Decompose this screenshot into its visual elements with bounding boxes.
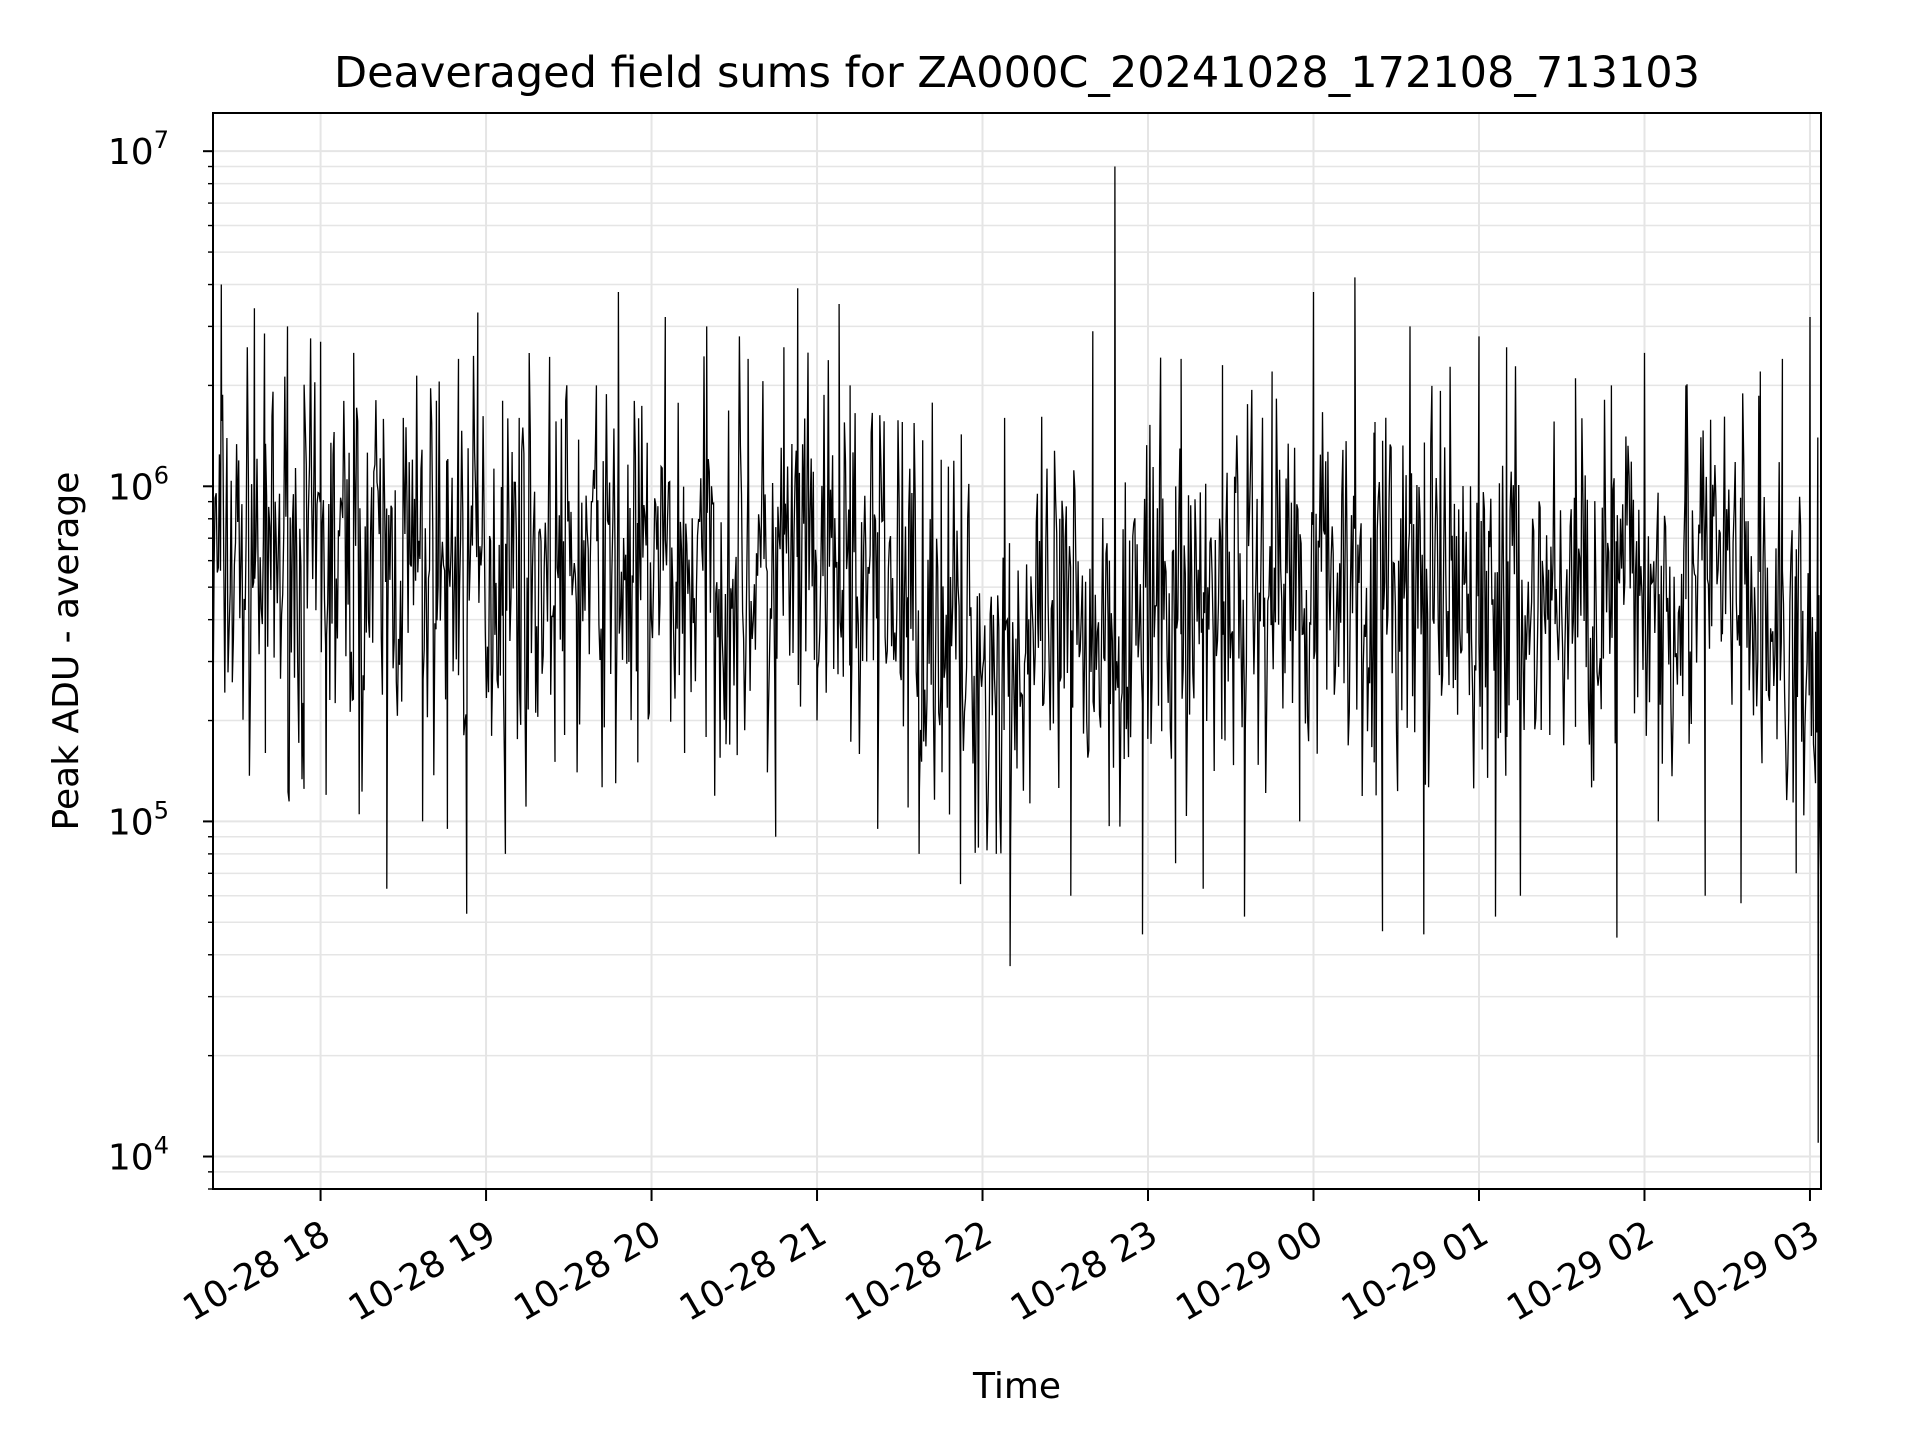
x-tick-label: 10-29 02 (1500, 1213, 1661, 1329)
x-tick-label: 10-28 19 (342, 1213, 503, 1329)
y-axis: 104 105 106 107 (108, 126, 213, 1190)
plot-frame (212, 112, 1822, 1190)
x-tick-label: 10-28 20 (507, 1213, 668, 1329)
x-axis-label: Time (972, 1366, 1061, 1407)
x-tick-label: 10-28 22 (838, 1213, 999, 1329)
x-axis: 10-28 18 10-28 19 10-28 20 10-28 21 10-28 22… (176, 1189, 1826, 1330)
x-tick-label: 10-28 21 (673, 1213, 834, 1329)
y-tick-label: 107 (108, 126, 169, 173)
grid-lines (213, 113, 1821, 1190)
x-tick-label: 10-29 01 (1335, 1213, 1496, 1329)
y-tick-label: 106 (108, 461, 169, 508)
x-tick-label: 10-28 23 (1004, 1213, 1165, 1329)
y-axis-label: Peak ADU - average (46, 472, 87, 831)
x-tick-label: 10-29 00 (1169, 1213, 1330, 1329)
x-tick-label: 10-28 18 (176, 1213, 337, 1329)
series-path (212, 166, 1822, 1143)
chart-title: Deaveraged field sums for ZA000C_2024102… (334, 48, 1700, 98)
x-tick-label: 10-29 03 (1666, 1213, 1827, 1329)
series-line (212, 166, 1822, 1143)
y-tick-label: 105 (108, 796, 169, 843)
y-tick-label: 104 (108, 1132, 169, 1179)
